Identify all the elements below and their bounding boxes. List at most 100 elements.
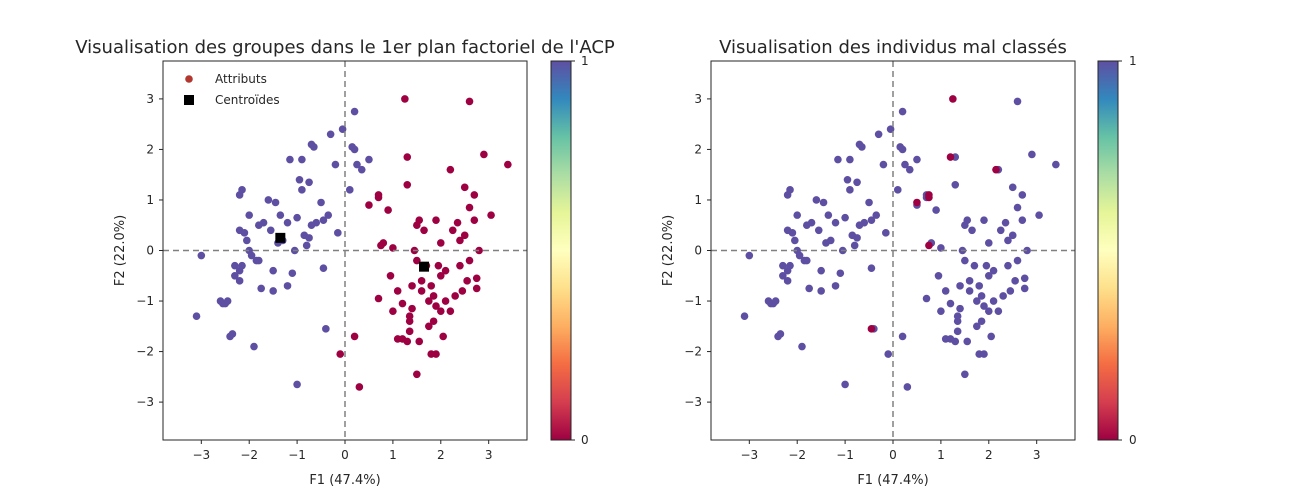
left-colorbar-frame [550,60,572,441]
left-point-class-0 [405,312,414,320]
right-point-class-1 [941,287,950,295]
right-point-class-1 [977,317,986,326]
legend-centroides-marker [184,95,194,105]
right-point-class-1 [1023,246,1031,255]
right-y-axis: −3 −2 −1 0 1 2 3 [684,92,711,409]
left-point-class-0 [413,370,421,379]
right-x-tick-label: −3 [740,448,758,462]
left-point-class-1 [288,269,297,278]
left-point-class-0 [403,181,412,189]
left-point-class-0 [355,383,364,391]
left-point-class-1 [302,241,311,250]
right-point-class-1 [1028,150,1036,159]
left-y-tick-label: 2 [146,142,154,156]
right-point-class-1 [980,216,988,224]
left-point-class-0 [456,261,464,270]
left-point-class-0 [436,271,445,280]
right-point-class-1 [893,186,902,194]
right-point-class-1 [1018,216,1027,224]
left-point-class-1 [322,325,330,333]
right-point-class-1 [798,342,806,351]
left-point-class-0 [465,256,474,265]
left-point-class-0 [472,274,481,283]
left-point-class-1 [286,155,294,164]
left-chart-title: Visualisation des groupes dans le 1er pl… [75,37,615,58]
left-point-class-1 [283,282,292,290]
left-point-class-0 [460,231,469,240]
left-point-class-0 [429,292,438,300]
left-y-axis: −3 −2 −1 0 1 2 3 [136,92,163,409]
right-point-class-0 [992,165,1000,174]
right-point-class-1 [951,337,960,346]
right-point-class-1 [977,292,986,300]
right-colorbar-frame [1097,60,1119,441]
left-centroid-marker [275,232,286,243]
left-y-tick-label: 1 [146,193,154,207]
left-point-class-1 [271,198,280,207]
left-x-tick-label: −1 [288,448,306,462]
left-point-class-0 [448,226,457,235]
right-point-class-1 [1020,284,1029,293]
left-point-class-1 [293,380,301,389]
left-x-axis: −3 −2 −1 0 1 2 3 [192,440,493,462]
right-point-class-1 [973,297,981,305]
right-x-tick-label: −2 [788,448,806,462]
left-point-class-1 [334,229,342,237]
left-point-class-1 [238,261,246,270]
left-point-class-0 [465,203,474,212]
left-point-class-0 [417,277,426,285]
legend-attributs-marker [185,75,193,83]
left-point-class-1 [264,196,273,204]
left-point-class-0 [470,191,479,199]
left-point-class-1 [345,186,354,194]
left-x-tick-label: 3 [485,448,493,462]
left-point-class-0 [403,153,412,161]
right-point-class-1 [867,216,876,224]
right-point-class-1 [1013,97,1022,106]
right-y-tick-label: −2 [684,345,702,359]
right-point-class-1 [984,239,993,247]
right-point-class-1 [786,261,794,270]
left-point-class-0 [451,292,459,300]
right-point-class-1 [984,271,993,280]
right-point-class-1 [946,299,955,308]
right-point-class-1 [901,160,909,169]
left-point-class-1 [312,218,321,227]
right-point-class-0 [913,198,921,207]
right-point-class-1 [937,307,945,315]
left-point-class-1 [305,178,313,187]
left-point-class-0 [456,236,464,245]
right-point-class-1 [989,266,998,275]
left-colorbar-high-label: 1 [581,54,589,68]
left-point-class-0 [393,287,402,295]
left-y-tick-label: −1 [136,294,154,308]
right-point-class-1 [884,350,893,358]
left-point-class-1 [223,297,232,305]
left-point-class-1 [231,261,239,270]
right-point-class-1 [961,256,969,265]
right-point-class-1 [994,307,1003,315]
right-point-class-1 [898,107,907,116]
right-point-class-1 [817,287,825,295]
left-point-class-0 [336,350,345,358]
left-point-class-0 [420,226,428,235]
right-point-class-1 [980,350,988,358]
right-point-class-1 [846,186,854,194]
left-point-class-1 [250,342,258,351]
right-point-class-1 [807,218,816,227]
right-point-class-1 [968,226,976,235]
left-x-tick-label: −2 [240,448,258,462]
right-point-class-1 [843,175,852,184]
right-point-class-1 [745,251,754,260]
right-point-class-1 [795,251,804,260]
left-point-class-1 [350,145,359,154]
legend: Attributs Centroïdes [184,72,280,107]
right-point-class-1 [805,284,813,293]
right-point-class-1 [1035,211,1043,219]
right-point-class-1 [934,271,943,280]
right-point-class-1 [831,218,840,227]
left-point-class-1 [305,234,313,242]
left-point-class-1 [295,175,304,184]
left-point-class-1 [331,160,340,169]
left-point-class-0 [425,297,433,305]
